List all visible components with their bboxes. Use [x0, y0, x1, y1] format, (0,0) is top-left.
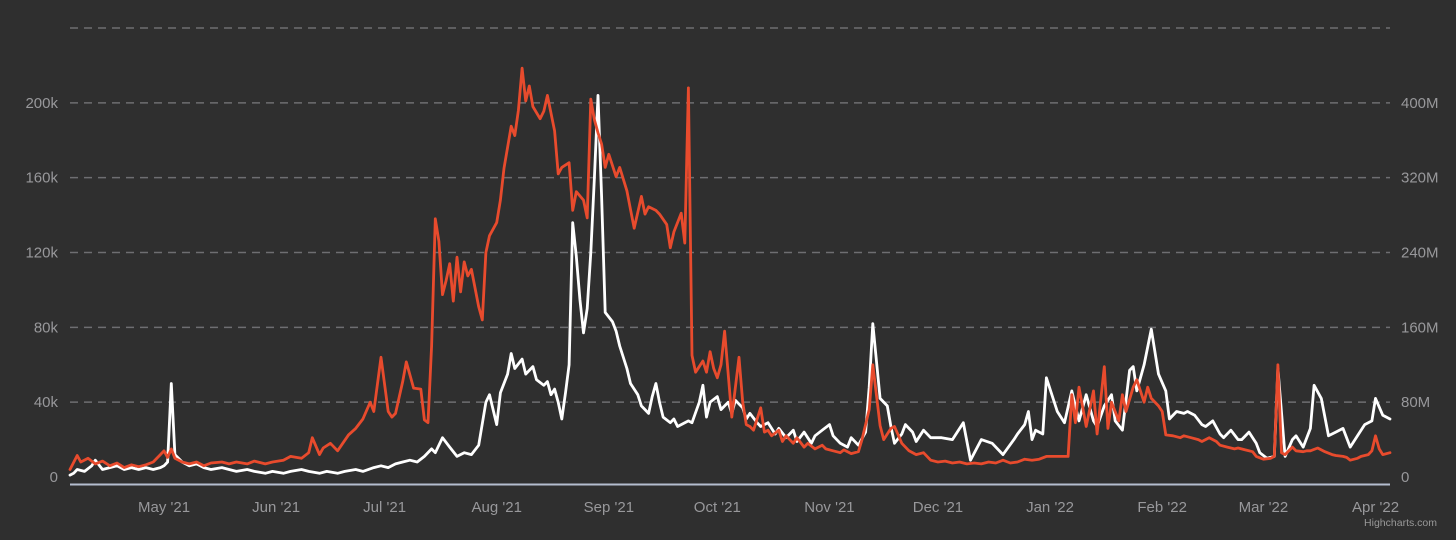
y-right-tick-label: 400M [1401, 95, 1439, 112]
y-right-tick-label: 160M [1401, 319, 1439, 336]
x-tick-label: Dec '21 [913, 499, 963, 516]
y-left-tick-label: 0 [50, 469, 58, 486]
y-left-tick-label: 160k [25, 170, 58, 187]
x-tick-label: Apr '22 [1352, 499, 1399, 516]
y-right-tick-label: 240M [1401, 245, 1439, 262]
x-tick-label: Mar '22 [1239, 499, 1289, 516]
y-right-tick-label: 80M [1401, 394, 1430, 411]
highcharts-credit[interactable]: Highcharts.com [1364, 517, 1437, 529]
x-tick-label: Jan '22 [1026, 499, 1074, 516]
x-tick-label: Sep '21 [584, 499, 634, 516]
x-tick-label: May '21 [138, 499, 190, 516]
x-tick-label: Aug '21 [472, 499, 522, 516]
y-left-tick-label: 120k [25, 245, 58, 262]
y-right-tick-label: 0 [1401, 469, 1409, 486]
x-tick-label: Jun '21 [252, 499, 300, 516]
x-tick-label: Feb '22 [1137, 499, 1187, 516]
y-left-tick-label: 80k [34, 319, 59, 336]
y-right-tick-label: 320M [1401, 170, 1439, 187]
red-series-line [68, 66, 1392, 471]
x-tick-label: Nov '21 [804, 499, 854, 516]
white-series-line [68, 94, 1392, 477]
y-left-tick-label: 200k [25, 95, 58, 112]
x-tick-label: Oct '21 [694, 499, 741, 516]
y-left-tick-label: 40k [34, 394, 59, 411]
x-tick-label: Jul '21 [363, 499, 406, 516]
